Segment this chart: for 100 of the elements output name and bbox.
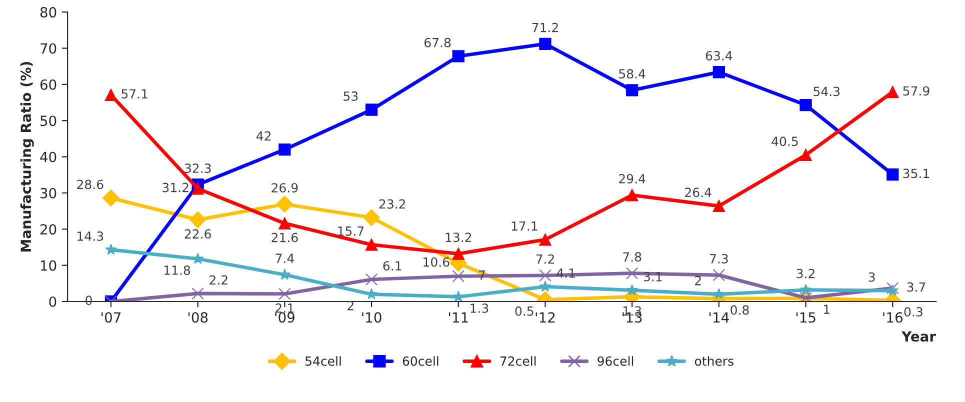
data-label: 26.9 <box>272 183 298 193</box>
data-label: 3.7 <box>907 282 926 292</box>
data-label: 6.1 <box>383 261 402 271</box>
x-tick-label: '15 <box>796 312 816 323</box>
data-label: 0.8 <box>730 305 749 315</box>
point <box>626 284 638 296</box>
legend-label: 72cell <box>500 356 536 366</box>
point <box>626 267 638 280</box>
data-label: 54.3 <box>814 86 840 96</box>
point <box>452 290 464 302</box>
data-label: 42 <box>256 131 271 140</box>
point <box>886 86 899 98</box>
point <box>539 269 552 282</box>
legend-label: 96cell <box>598 356 634 366</box>
data-label: 10.6 <box>424 257 450 267</box>
data-label: 7.8 <box>623 252 642 262</box>
point <box>452 248 464 260</box>
point <box>800 98 812 112</box>
y-tick-label: 10 <box>40 260 56 271</box>
point <box>626 189 638 202</box>
y-tick-label: 30 <box>40 188 56 198</box>
data-label: 28.6 <box>77 180 104 190</box>
data-label: 35.1 <box>903 168 929 178</box>
point <box>800 292 812 302</box>
data-label: 7.4 <box>276 254 294 263</box>
point <box>626 84 638 96</box>
y-tick-label: 50 <box>40 116 56 126</box>
data-label: 40.5 <box>772 136 798 146</box>
point <box>102 190 120 206</box>
point <box>712 66 725 78</box>
y-tick-label: 0 <box>49 296 56 307</box>
data-label: 58.4 <box>619 69 646 79</box>
x-tick-label: '07 <box>102 312 121 323</box>
point <box>278 217 291 230</box>
point <box>105 244 117 255</box>
data-label: 31.2 <box>162 182 188 192</box>
data-label: 1 <box>824 304 830 314</box>
point <box>539 280 552 292</box>
data-label: 2.2 <box>210 275 228 284</box>
y-axis-title: Manufacturing Ratio (%) <box>20 62 34 252</box>
point <box>800 148 812 162</box>
x-tick-label: '14 <box>710 312 729 322</box>
data-label: 7.2 <box>536 254 554 264</box>
point <box>365 104 378 116</box>
data-label: 17.1 <box>512 221 538 231</box>
point <box>365 273 378 286</box>
data-label: 22.6 <box>184 229 211 239</box>
point <box>886 282 899 294</box>
data-label: 26.4 <box>685 188 712 198</box>
y-tick-label: 80 <box>40 7 56 18</box>
x-tick-label: '10 <box>362 312 382 323</box>
y-tick-label: 70 <box>40 43 56 54</box>
point <box>539 38 552 50</box>
data-label: 2 <box>695 276 701 286</box>
point <box>192 252 204 264</box>
data-label: 0.3 <box>904 307 922 317</box>
point <box>712 269 725 282</box>
x-tick-label: '16 <box>883 312 902 323</box>
data-label: 57.9 <box>903 86 930 96</box>
point <box>712 200 725 212</box>
point <box>886 168 899 181</box>
point <box>452 270 464 282</box>
point <box>189 211 206 228</box>
legend-label: 60cell <box>402 356 438 366</box>
data-label: 3 <box>868 272 875 282</box>
data-label: 15.7 <box>338 226 364 236</box>
point <box>192 287 204 300</box>
point <box>363 209 380 226</box>
data-label: 2.1 <box>276 303 294 313</box>
data-label: 13.2 <box>446 232 472 242</box>
y-tick-label: 60 <box>40 79 56 90</box>
data-label: 14.3 <box>78 231 104 241</box>
data-label: 2 <box>348 300 354 310</box>
point <box>278 288 291 300</box>
x-tick-label: '08 <box>188 312 208 323</box>
data-label: 71.2 <box>532 22 558 32</box>
x-axis-title: Year <box>901 331 936 342</box>
data-label: 21.6 <box>272 232 298 242</box>
data-label: 32.3 <box>184 164 211 173</box>
point <box>452 50 464 62</box>
legend-label: 54cell <box>306 356 341 366</box>
data-label: 7.3 <box>710 254 728 264</box>
x-tick-label: '12 <box>536 312 555 322</box>
data-label: 11.8 <box>164 265 190 275</box>
legend-label: others <box>694 356 734 366</box>
point <box>539 234 552 246</box>
y-tick-label: 40 <box>40 152 56 162</box>
point <box>104 88 118 101</box>
data-label: 3.2 <box>796 268 814 278</box>
data-label: 23.2 <box>379 199 406 209</box>
data-label: 1.3 <box>470 303 488 313</box>
data-label: 29.4 <box>619 174 646 184</box>
point <box>800 284 812 295</box>
data-label: 53 <box>344 91 358 101</box>
x-tick-label: '11 <box>448 312 468 322</box>
point <box>276 196 294 213</box>
point <box>192 182 204 195</box>
data-label: 0.5 <box>515 306 534 316</box>
point <box>278 143 291 156</box>
data-label: 67.8 <box>424 38 451 48</box>
